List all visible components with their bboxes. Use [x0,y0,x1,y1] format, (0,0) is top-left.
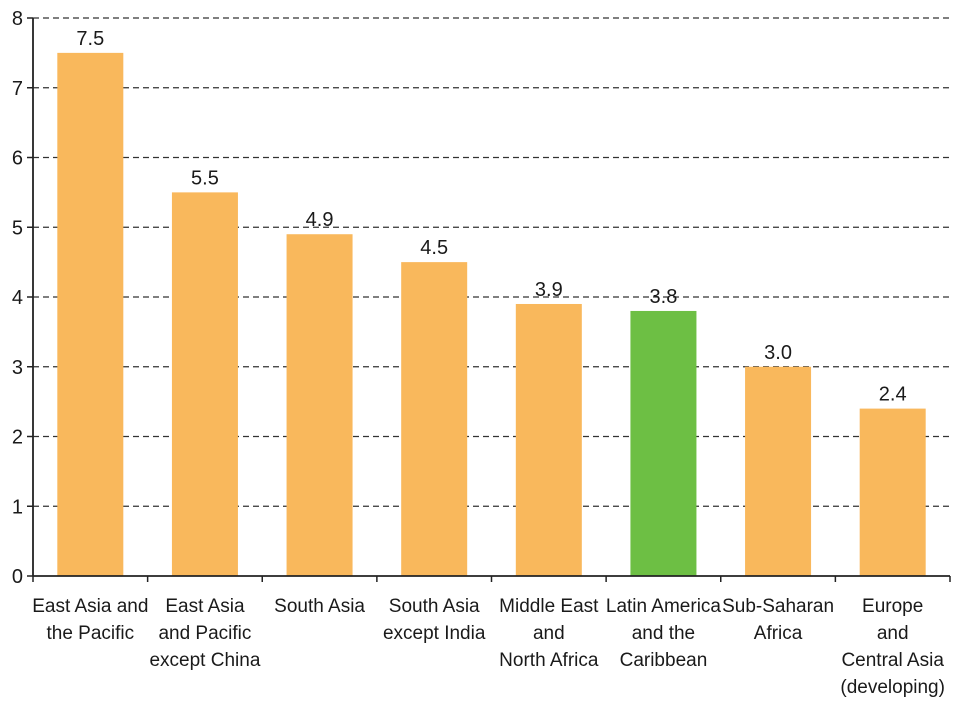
bars [57,52,926,576]
gridlines [33,17,950,507]
bar [859,408,926,576]
bar [286,234,353,576]
y-tick-label: 0 [12,566,23,588]
bar [57,52,124,576]
category-label: Middle East and North Africa [499,596,599,671]
axes [27,17,951,582]
category-label: East Asia and Pacific except China [149,596,260,671]
data-label: 7.5 [76,28,104,50]
bar [745,366,812,576]
labels: 0 1 2 3 4 5 6 7 8 7.5 East Asia and the Pacific 5.5 E… [12,8,945,698]
category-label: East Asia and the Pacific [32,596,148,644]
category-label: South Asia [274,596,365,617]
bar [630,310,697,576]
y-tick-label: 8 [12,8,23,30]
data-label: 3.8 [650,286,678,308]
y-tick-label: 6 [12,148,23,170]
data-label: 4.9 [306,209,334,231]
category-label: Europe and Central Asia (developing) [840,596,945,698]
data-label: 5.5 [191,167,219,189]
data-label: 3.9 [535,279,563,301]
y-tick-label: 3 [12,357,23,379]
data-label: 2.4 [879,384,907,406]
data-label: 4.5 [420,237,448,259]
y-tick-label: 4 [12,287,23,309]
y-tick-label: 1 [12,496,23,518]
y-tick-label: 5 [12,217,23,239]
y-tick-label: 7 [12,78,23,100]
category-label: Latin America and the Caribbean [606,596,722,671]
data-label: 3.0 [764,342,792,364]
bar [515,303,582,576]
bar [171,192,238,576]
category-label: South Asia except India [383,596,486,644]
y-tick-label: 2 [12,427,23,449]
bar [401,262,468,576]
category-label: Sub-Saharan Africa [722,596,834,644]
